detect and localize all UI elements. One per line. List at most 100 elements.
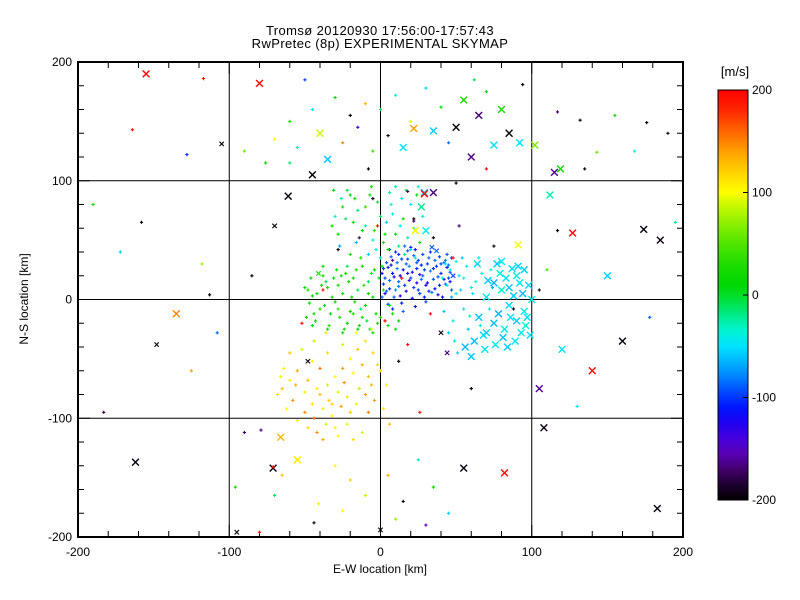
- data-point: [284, 192, 293, 201]
- data-point: [448, 268, 452, 272]
- data-point: [429, 127, 438, 135]
- data-point: [276, 392, 280, 397]
- data-point: [333, 375, 337, 379]
- data-point: [451, 256, 455, 260]
- data-point: [499, 333, 507, 342]
- data-point: [653, 504, 662, 513]
- data-point: [397, 280, 401, 284]
- data-point: [386, 324, 390, 328]
- data-point: [234, 529, 240, 535]
- data-point: [427, 289, 431, 293]
- data-point: [318, 366, 322, 370]
- data-point: [303, 78, 307, 82]
- data-point: [350, 295, 354, 299]
- data-point: [366, 292, 370, 296]
- data-point: [308, 170, 317, 179]
- data-point: [388, 278, 392, 283]
- data-point: [336, 248, 340, 252]
- data-point: [418, 410, 422, 414]
- data-point: [497, 105, 506, 114]
- data-point: [381, 407, 386, 411]
- data-point: [295, 369, 299, 373]
- data-point: [366, 410, 370, 414]
- data-point: [424, 283, 428, 287]
- data-point: [341, 205, 345, 209]
- data-point: [345, 188, 349, 192]
- data-point: [448, 280, 452, 284]
- data-point: [332, 276, 336, 280]
- data-point: [459, 288, 463, 292]
- data-point: [336, 283, 340, 287]
- data-point: [568, 229, 577, 237]
- data-point: [118, 250, 122, 254]
- data-point: [372, 398, 377, 402]
- data-point: [391, 212, 395, 216]
- data-point: [386, 265, 390, 269]
- data-point: [397, 359, 401, 363]
- data-point: [353, 300, 357, 304]
- data-point: [420, 188, 429, 197]
- colorbar: 200 100 0 -100 -200: [717, 83, 776, 507]
- data-point: [515, 138, 524, 147]
- data-point: [454, 181, 458, 185]
- data-point: [391, 258, 395, 262]
- data-point: [413, 256, 417, 260]
- data-point: [484, 167, 488, 171]
- data-point: [375, 321, 380, 325]
- data-point: [424, 86, 428, 90]
- data-point: [383, 319, 387, 323]
- data-point: [418, 292, 422, 296]
- data-point: [639, 225, 648, 234]
- data-point: [478, 324, 482, 328]
- data-point: [425, 262, 429, 266]
- data-point: [348, 113, 352, 117]
- data-point: [527, 295, 536, 304]
- data-point: [540, 423, 548, 432]
- y-axis-label: N-S location [km]: [17, 253, 31, 344]
- data-point: [422, 268, 426, 272]
- data-point: [315, 387, 319, 391]
- data-point: [300, 321, 304, 325]
- data-point: [288, 161, 292, 165]
- y-tick-label: 0: [65, 293, 72, 307]
- data-point: [515, 279, 524, 287]
- data-point: [490, 279, 498, 287]
- data-point: [558, 345, 566, 354]
- data-point: [434, 264, 439, 268]
- data-point: [415, 193, 419, 197]
- data-point: [312, 339, 316, 343]
- data-point: [381, 267, 386, 271]
- data-point: [374, 248, 378, 252]
- data-point: [285, 407, 289, 411]
- data-point: [452, 123, 460, 132]
- data-point: [445, 252, 449, 256]
- data-point: [400, 257, 404, 261]
- data-point: [454, 292, 458, 296]
- data-point: [154, 342, 160, 348]
- data-point: [421, 214, 425, 218]
- data-point: [406, 189, 410, 193]
- data-point: [369, 271, 373, 275]
- data-point: [427, 256, 431, 260]
- data-point: [451, 319, 455, 323]
- data-point: [424, 523, 428, 527]
- data-point: [406, 249, 410, 253]
- data-point: [400, 197, 404, 201]
- data-point: [433, 248, 440, 254]
- data-point: [255, 79, 264, 88]
- data-point: [656, 236, 665, 244]
- data-point: [465, 264, 469, 268]
- data-point: [481, 345, 489, 354]
- data-point: [388, 287, 392, 291]
- data-point: [326, 286, 330, 290]
- data-point: [546, 191, 554, 199]
- data-point: [462, 276, 466, 280]
- data-point: [276, 433, 285, 442]
- x-tick-label: -100: [217, 545, 241, 559]
- data-point: [381, 288, 386, 292]
- data-point: [469, 387, 473, 391]
- data-point: [363, 205, 367, 209]
- data-point: [497, 257, 506, 266]
- data-point: [321, 288, 325, 292]
- data-point: [306, 378, 310, 382]
